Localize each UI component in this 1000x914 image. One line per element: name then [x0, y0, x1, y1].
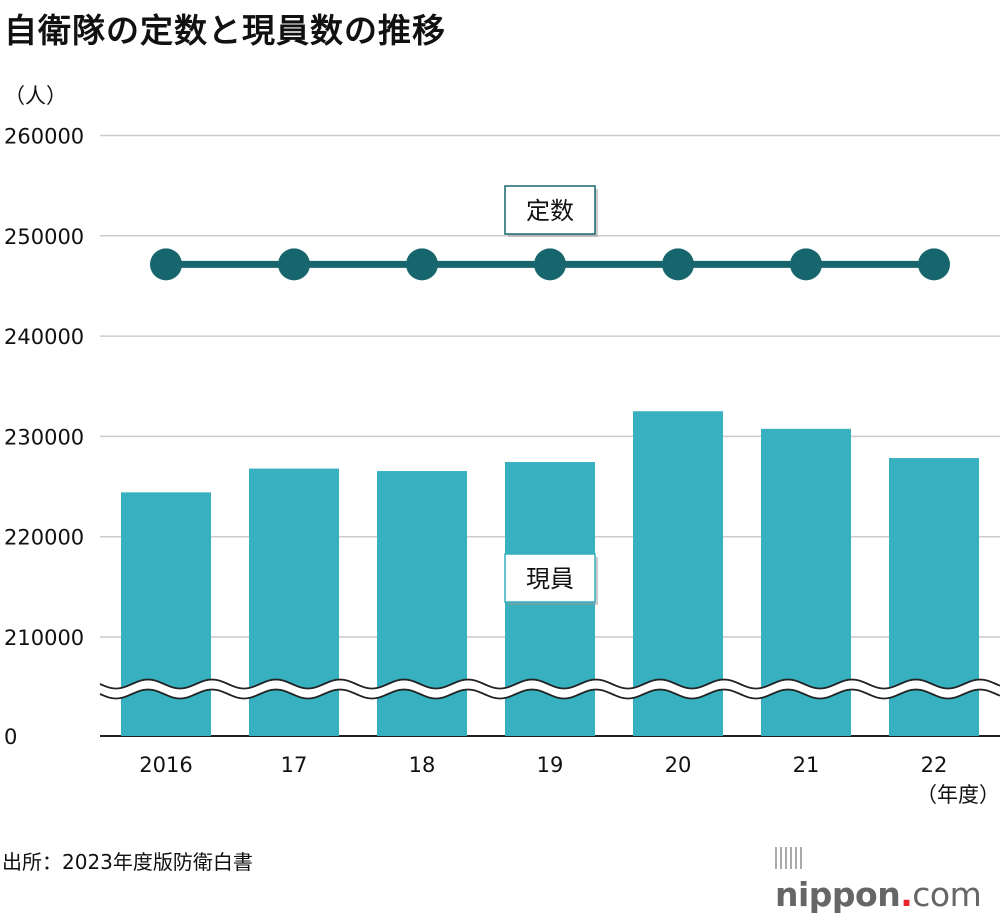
point-22 [918, 248, 950, 281]
logo-com: com [912, 875, 982, 914]
bar-17 [249, 468, 339, 736]
series-label-genin: 現員 [526, 565, 574, 593]
y-tick-label: 0 [4, 725, 17, 749]
x-tick-label: 2016 [139, 753, 192, 777]
series-label-teisu: 定数 [526, 197, 574, 225]
nippon-logo: nippon.com [775, 836, 1000, 914]
point-19 [534, 248, 566, 281]
axis-break-line [99, 688, 1000, 700]
point-21 [790, 248, 822, 281]
x-axis-unit: （年度） [916, 783, 1000, 807]
x-tick-label: 20 [665, 753, 692, 777]
logo-dot: . [900, 875, 913, 914]
point-18 [406, 248, 438, 281]
y-tick-label: 230000 [4, 425, 84, 449]
y-tick-label: 240000 [4, 325, 84, 349]
y-axis-unit: （人） [4, 84, 67, 108]
point-20 [662, 248, 694, 281]
y-tick-label: 210000 [4, 626, 84, 650]
x-tick-label: 21 [793, 753, 820, 777]
y-tick-label: 220000 [4, 526, 84, 550]
chart: 0210000220000230000240000250000260000201… [4, 125, 1000, 807]
series-label-teisu-box [504, 185, 596, 235]
x-tick-label: 19 [537, 753, 564, 777]
bar-18 [377, 471, 467, 736]
axis-break-line [99, 678, 1000, 690]
bar-2016 [121, 492, 211, 736]
point-2016 [150, 248, 182, 281]
logo-name: nippon [775, 875, 901, 914]
source-note: 出所：2023年度版防衛白書 [2, 850, 253, 874]
x-tick-label: 22 [921, 753, 948, 777]
point-17 [278, 248, 310, 281]
x-tick-label: 18 [409, 753, 436, 777]
y-tick-label: 250000 [4, 225, 84, 249]
series-label-genin-box [504, 553, 596, 603]
chart-title: 自衛隊の定数と現員数の推移 [4, 11, 446, 50]
y-tick-label: 260000 [4, 125, 84, 149]
logo-bars-icon [775, 846, 803, 869]
x-tick-label: 17 [281, 753, 308, 777]
